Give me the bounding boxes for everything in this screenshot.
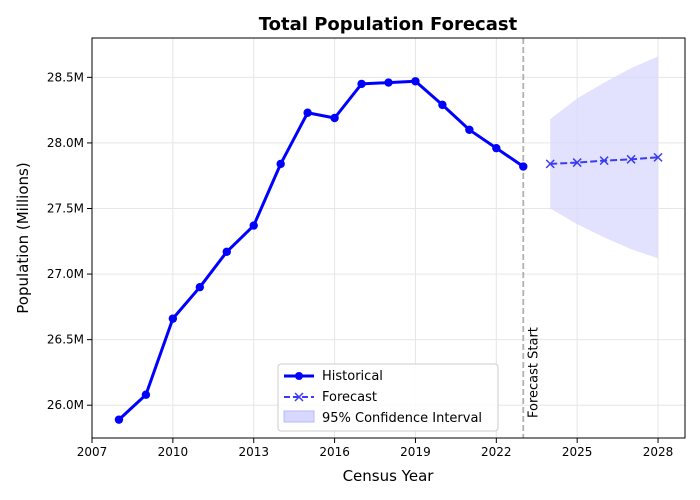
- legend-forecast-marker: [294, 392, 304, 402]
- historical-point: [141, 390, 151, 399]
- legend-forecast-label: Forecast: [322, 390, 377, 405]
- legend-box: [277, 363, 499, 432]
- historical-point: [276, 159, 285, 169]
- historical-point: [330, 113, 339, 123]
- historical-point: [195, 282, 205, 292]
- ticks-layer: 2007 2010 2013 2016 2019 2022 2025 2028 26.0M 26.…: [47, 70, 673, 459]
- x-tick-label: 2010: [158, 445, 189, 459]
- chart-title: Total Population Forecast: [259, 14, 518, 35]
- x-tick-label: 2013: [238, 445, 269, 459]
- historical-point: [438, 100, 447, 110]
- y-tick-label: 26.0M: [47, 398, 84, 412]
- legend: Historical Forecast 95% Confidence Inter…: [277, 363, 499, 432]
- y-tick-label: 28.0M: [47, 136, 84, 150]
- x-tick-label: 2007: [77, 445, 108, 459]
- legend-ci-swatch: [283, 410, 315, 423]
- forecast-point: [599, 156, 609, 166]
- series-layer: [114, 77, 663, 424]
- historical-point: [465, 125, 474, 135]
- historical-point: [303, 108, 312, 117]
- historical-point: [168, 314, 178, 323]
- legend-ci-label: 95% Confidence Interval: [322, 411, 482, 426]
- y-tick-label: 26.5M: [47, 333, 84, 347]
- historical-point: [114, 415, 124, 424]
- x-tick-label: 2025: [562, 445, 593, 459]
- y-tick-label: 27.5M: [47, 201, 84, 215]
- forecast-point: [626, 154, 636, 164]
- historical-point: [384, 78, 393, 87]
- legend-historical-marker: [295, 372, 303, 380]
- x-tick-label: 2016: [319, 445, 350, 459]
- legend-historical-label: Historical: [322, 369, 383, 384]
- historical-line: [117, 79, 525, 421]
- y-axis-label: Population (Millions): [14, 162, 32, 313]
- historical-point: [411, 77, 420, 86]
- forecast-start-layer: Forecast Start: [522, 38, 541, 438]
- forecast-point: [545, 159, 555, 169]
- y-tick-label: 28.5M: [47, 70, 84, 84]
- forecast-point: [653, 152, 663, 162]
- x-tick-label: 2019: [400, 445, 431, 459]
- forecast-point: [572, 158, 582, 168]
- historical-point: [519, 162, 528, 171]
- historical-point: [492, 143, 501, 153]
- historical-point: [249, 221, 258, 230]
- historical-point: [222, 247, 231, 256]
- x-tick-label: 2022: [481, 445, 512, 459]
- confidence-interval-band: [550, 56, 659, 259]
- confidence-band-layer: [550, 56, 659, 259]
- x-axis-label: Census Year: [343, 467, 435, 485]
- plot-frame: [91, 37, 686, 439]
- x-tick-label: 2028: [643, 445, 674, 459]
- y-tick-label: 27.0M: [47, 267, 84, 281]
- historical-point: [357, 79, 366, 89]
- forecast-start-label: Forecast Start: [526, 327, 541, 418]
